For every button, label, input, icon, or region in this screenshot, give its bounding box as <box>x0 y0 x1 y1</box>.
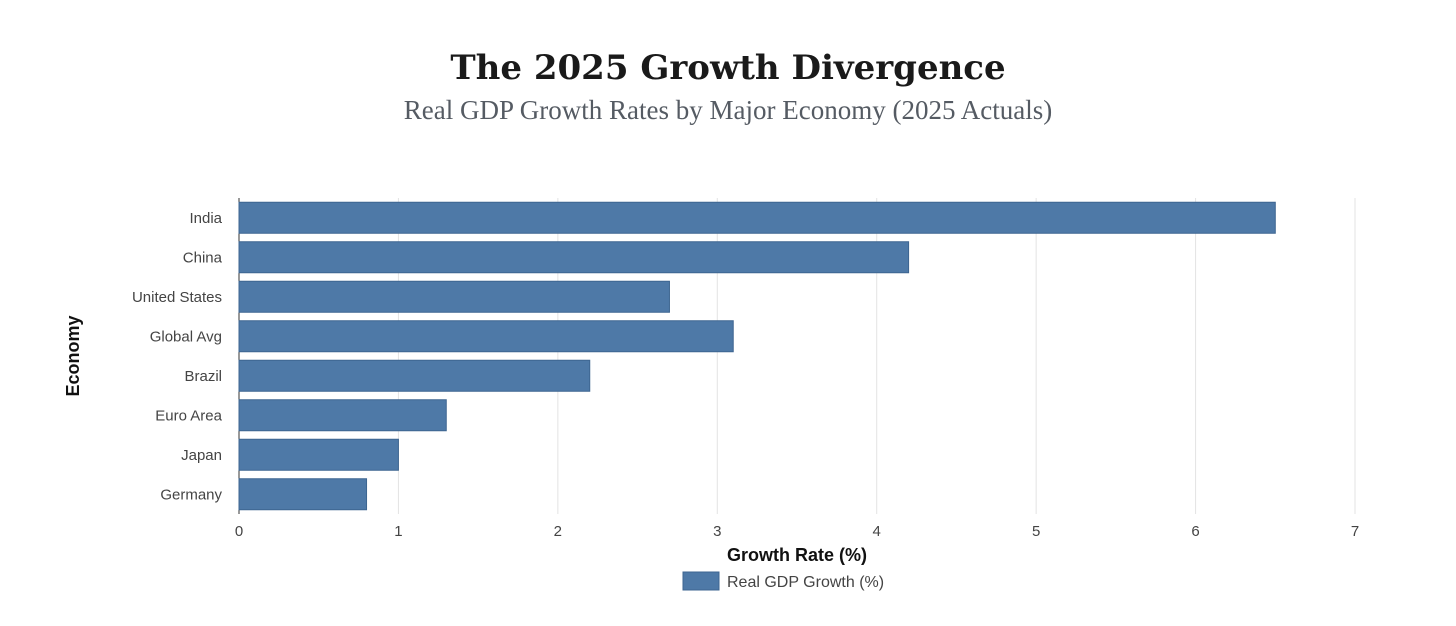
y-tick-label: Euro Area <box>155 407 222 424</box>
bar-india <box>238 201 1276 234</box>
y-tick-label: United States <box>132 289 222 306</box>
x-tick-label: 2 <box>554 523 562 540</box>
y-tick-label: Brazil <box>184 368 222 385</box>
chart-subtitle: Real GDP Growth Rates by Major Economy (… <box>403 95 1053 125</box>
y-tick-label: China <box>183 249 223 266</box>
bar-brazil <box>238 359 591 392</box>
bar-china <box>238 241 910 274</box>
legend-swatch <box>682 571 720 591</box>
y-tick-label: Japan <box>181 447 222 464</box>
bar-japan <box>238 438 399 471</box>
bar-euro-area <box>238 399 447 432</box>
x-axis-title: Growth Rate (%) <box>727 545 867 565</box>
chart-title: The 2025 Growth Divergence <box>450 48 1006 88</box>
legend-label: Real GDP Growth (%) <box>727 574 884 591</box>
x-tick-label: 4 <box>873 523 881 540</box>
bar-united-states <box>238 280 670 313</box>
y-tick-label: Global Avg <box>150 328 222 345</box>
y-tick-label: India <box>189 210 222 227</box>
bar-global-avg <box>238 320 734 353</box>
y-axis-title: Economy <box>63 315 83 396</box>
x-tick-label: 1 <box>394 523 402 540</box>
x-tick-label: 0 <box>235 523 243 540</box>
bar-germany <box>238 478 368 511</box>
x-tick-label: 6 <box>1191 523 1199 540</box>
x-tick-label: 3 <box>713 523 721 540</box>
x-tick-label: 5 <box>1032 523 1040 540</box>
y-tick-label: Germany <box>160 486 222 503</box>
x-tick-label: 7 <box>1351 523 1359 540</box>
